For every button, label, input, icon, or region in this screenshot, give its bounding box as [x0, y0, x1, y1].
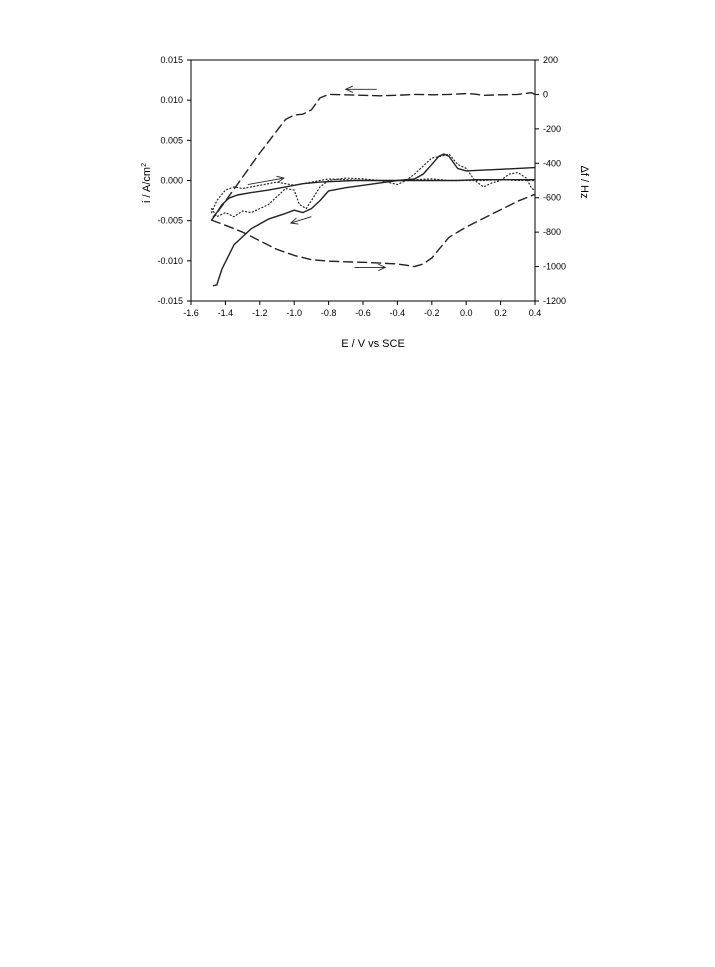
- arrow-shaft: [247, 177, 284, 185]
- annotation-arrows: [247, 85, 387, 272]
- left-y-tick-label: 0.015: [160, 55, 183, 65]
- right-y-tick-label: -400: [543, 158, 561, 168]
- right-y-tick-label: -1000: [543, 262, 566, 272]
- left-y-tick-label: 0.000: [160, 176, 183, 186]
- left-y-tick-label: -0.005: [157, 216, 183, 226]
- x-tick-label: 0.4: [529, 308, 542, 318]
- right-y-tick-label: 200: [543, 55, 558, 65]
- x-tick-label: -0.6: [355, 308, 371, 318]
- right-y-axis-ticks: 200 0 -200 -400 -600 -800 -1000 -1200: [535, 55, 566, 306]
- series-dotted-line-6: [211, 178, 536, 214]
- right-y-tick-label: -1200: [543, 296, 566, 306]
- arrow-shaft: [290, 216, 312, 224]
- arrow-head: [276, 175, 285, 183]
- left-y-tick-label: -0.015: [157, 296, 183, 306]
- left-y-axis-ticks: 0.015 0.010 0.005 0.000 -0.005 -0.010 -0.015: [157, 55, 191, 306]
- x-tick-label: -1.6: [183, 308, 199, 318]
- left-y-tick-label: -0.010: [157, 256, 183, 266]
- x-tick-label: 0.0: [460, 308, 473, 318]
- x-tick-label: -0.8: [321, 308, 337, 318]
- x-tick-label: 0.2: [494, 308, 507, 318]
- x-tick-label: -1.4: [218, 308, 234, 318]
- x-axis-title: E / V vs SCE: [341, 338, 405, 350]
- x-axis-ticks: -1.6 -1.4 -1.2 -1.0 -0.8 -0.6 -0.4 -0.2 0.0 0.2 0.…: [183, 301, 541, 318]
- left-y-tick-label: 0.010: [160, 95, 183, 105]
- left-y-axis-title-main: i / A/cm: [141, 167, 153, 203]
- right-y-tick-label: -800: [543, 227, 561, 237]
- x-tick-label: -0.2: [424, 308, 440, 318]
- series-dotted-line-5: [211, 153, 536, 218]
- right-y-tick-label: -200: [543, 124, 561, 134]
- arrow-head: [378, 263, 387, 272]
- right-y-axis-title: Δf / Hz: [578, 165, 590, 198]
- x-tick-label: -1.2: [252, 308, 268, 318]
- arrow-head: [289, 217, 299, 225]
- x-tick-label: -0.4: [390, 308, 406, 318]
- left-y-axis-title: i / A/cm2: [141, 163, 153, 203]
- left-y-axis-title-superscript: 2: [141, 163, 148, 167]
- direction-arrow-3: [247, 175, 285, 185]
- left-y-tick-label: 0.005: [160, 135, 183, 145]
- series-solid-line-4: [212, 153, 536, 287]
- arrow-head: [344, 85, 353, 93]
- direction-arrow-1: [354, 263, 387, 272]
- series-layer: [210, 91, 536, 287]
- right-y-tick-label: 0: [543, 89, 548, 99]
- direction-arrow-4: [289, 216, 312, 225]
- direction-arrow-2: [344, 85, 377, 93]
- series-dashed-line-1: [210, 193, 536, 268]
- right-y-tick-label: -600: [543, 193, 561, 203]
- x-tick-label: -1.0: [286, 308, 302, 318]
- series-dashed-line-2: [210, 91, 536, 221]
